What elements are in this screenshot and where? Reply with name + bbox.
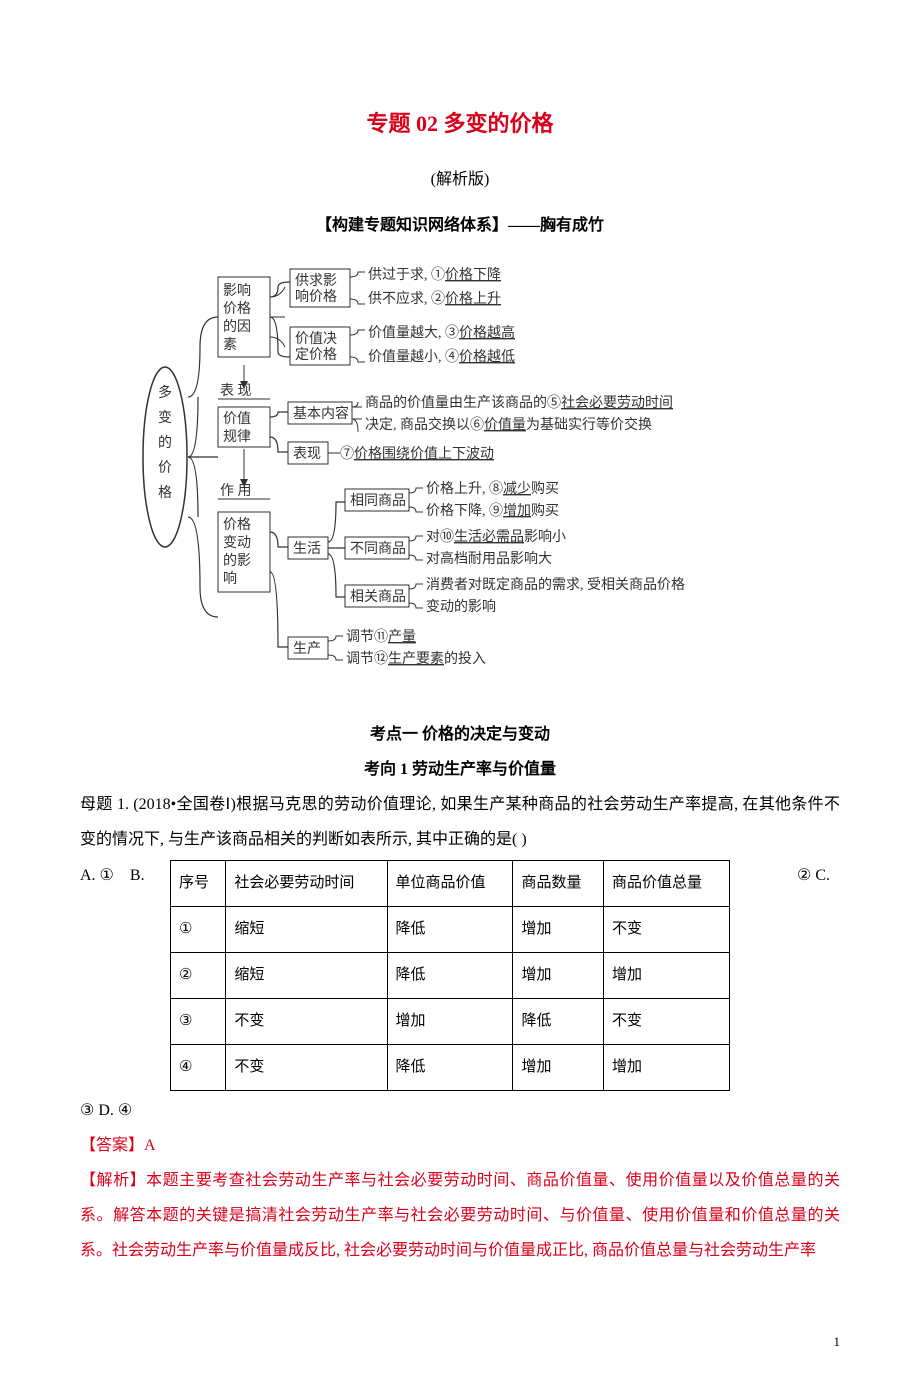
n1a-2: 响价格 bbox=[295, 289, 337, 305]
r1c4: 增加 bbox=[604, 952, 730, 998]
n1a2: 供不应求, ②价格上升 bbox=[368, 290, 501, 307]
r0c0: ① bbox=[171, 906, 226, 952]
n3a3a-1: 消费者对既定商品的需求, 受相关商品价格 bbox=[426, 577, 685, 593]
n1l2: 价格 bbox=[223, 301, 251, 317]
n3b1: 调节⑪产量 bbox=[346, 629, 416, 645]
n2a1-2: 决定, 商品交换以⑥价值量为基础实行等价交换 bbox=[365, 416, 652, 433]
opt-c: ② C. bbox=[730, 858, 840, 893]
n3a3: 相关商品 bbox=[350, 589, 406, 605]
n2b: 表现 bbox=[293, 446, 321, 462]
n3a1: 相同商品 bbox=[350, 493, 406, 509]
n3-3: 的影 bbox=[223, 553, 251, 569]
page-title: 专题 02 多变的价格 bbox=[80, 100, 840, 148]
n2b1: ⑦价格围绕价值上下波动 bbox=[340, 446, 494, 462]
n3a1b: 价格下降, ⑨增加购买 bbox=[426, 503, 559, 519]
r0c3: 增加 bbox=[513, 906, 604, 952]
r0c4: 不变 bbox=[604, 906, 730, 952]
opt-a-b: A. ① B. bbox=[80, 858, 170, 893]
r2c3: 降低 bbox=[513, 998, 604, 1044]
node-root-4: 价 bbox=[158, 460, 172, 476]
r3c3: 增加 bbox=[513, 1044, 604, 1090]
node-root-2: 变 bbox=[158, 410, 172, 426]
section-1-title: 考点一 价格的决定与变动 bbox=[80, 717, 840, 752]
th-4: 商品价值总量 bbox=[604, 860, 730, 906]
n2a: 基本内容 bbox=[293, 405, 349, 422]
n3a: 生活 bbox=[293, 541, 321, 557]
r0c2: 降低 bbox=[387, 906, 513, 952]
framework-heading: 【构建专题知识网络体系】——胸有成竹 bbox=[80, 208, 840, 243]
n3a2: 不同商品 bbox=[350, 541, 406, 557]
n3a3a-2: 变动的影响 bbox=[426, 599, 496, 615]
r1c2: 降低 bbox=[387, 952, 513, 998]
n3-1: 价格 bbox=[223, 517, 251, 533]
page-number: 1 bbox=[80, 1328, 840, 1357]
n1b1: 价值量越大, ③价格越高 bbox=[368, 324, 515, 341]
n2a1-1: 商品的价值量由生产该商品的⑤社会必要劳动时间 bbox=[365, 395, 673, 411]
r2c0: ③ bbox=[171, 998, 226, 1044]
r3c2: 降低 bbox=[387, 1044, 513, 1090]
subtitle: (解析版) bbox=[80, 162, 840, 197]
section-1a-title: 考向 1 劳动生产率与价值量 bbox=[80, 752, 840, 787]
n1a1: 供过于求, ①价格下降 bbox=[368, 267, 501, 283]
r1c3: 增加 bbox=[513, 952, 604, 998]
n3a2b: 对高档耐用品影响大 bbox=[426, 550, 552, 567]
node-root-5: 格 bbox=[158, 485, 172, 501]
n1b2: 价值量越小, ④价格越低 bbox=[368, 349, 515, 365]
n1l1: 影响 bbox=[223, 283, 251, 299]
r3c0: ④ bbox=[171, 1044, 226, 1090]
r3c4: 增加 bbox=[604, 1044, 730, 1090]
n3b2: 调节⑫生产要素的投入 bbox=[346, 651, 486, 667]
node-root-3: 的 bbox=[158, 435, 172, 451]
opt-c-d: ③ D. ④ bbox=[80, 1093, 840, 1128]
r2c2: 增加 bbox=[387, 998, 513, 1044]
r2c1: 不变 bbox=[226, 998, 387, 1044]
analysis: 【解析】本题主要考查社会劳动生产率与社会必要劳动时间、商品价值量、使用价值量以及… bbox=[80, 1163, 840, 1269]
node-root-1: 多 bbox=[158, 384, 172, 401]
label-biaoxian: 表 现 bbox=[220, 383, 252, 399]
r1c1: 缩短 bbox=[226, 952, 387, 998]
th-2: 单位商品价值 bbox=[387, 860, 513, 906]
r2c4: 不变 bbox=[604, 998, 730, 1044]
r3c1: 不变 bbox=[226, 1044, 387, 1090]
th-0: 序号 bbox=[171, 860, 226, 906]
n3b: 生产 bbox=[293, 641, 321, 657]
answer: 【答案】A bbox=[80, 1128, 840, 1163]
n2-2: 规律 bbox=[223, 429, 251, 445]
r1c0: ② bbox=[171, 952, 226, 998]
n1l3: 的因 bbox=[223, 319, 251, 335]
n1b-1: 价值决 bbox=[295, 331, 337, 347]
th-1: 社会必要劳动时间 bbox=[226, 860, 387, 906]
q1-stem: 母题 1. (2018•全国卷Ⅰ)根据马克思的劳动价值理论, 如果生产某种商品的… bbox=[80, 787, 840, 857]
n2-1: 价值 bbox=[223, 411, 251, 427]
r0c1: 缩短 bbox=[226, 906, 387, 952]
label-zuoyong: 作 用 bbox=[220, 483, 252, 499]
n3-2: 变动 bbox=[223, 535, 251, 551]
n3-4: 响 bbox=[223, 571, 237, 587]
n1l4: 素 bbox=[223, 337, 237, 353]
n1b-2: 定价格 bbox=[295, 347, 337, 363]
th-3: 商品数量 bbox=[513, 860, 604, 906]
q1-table: 序号 社会必要劳动时间 单位商品价值 商品数量 商品价值总量 ① 缩短 降低 增… bbox=[170, 860, 730, 1091]
n3a1a: 价格上升, ⑧减少购买 bbox=[426, 481, 559, 497]
n1a-1: 供求影 bbox=[295, 273, 337, 289]
concept-diagram: 多 变 的 价 格 影响 价格 的因 素 供求影 响价格 价值决 定价格 供过于… bbox=[80, 257, 840, 677]
n3a2a: 对⑩生活必需品影响小 bbox=[426, 529, 566, 545]
